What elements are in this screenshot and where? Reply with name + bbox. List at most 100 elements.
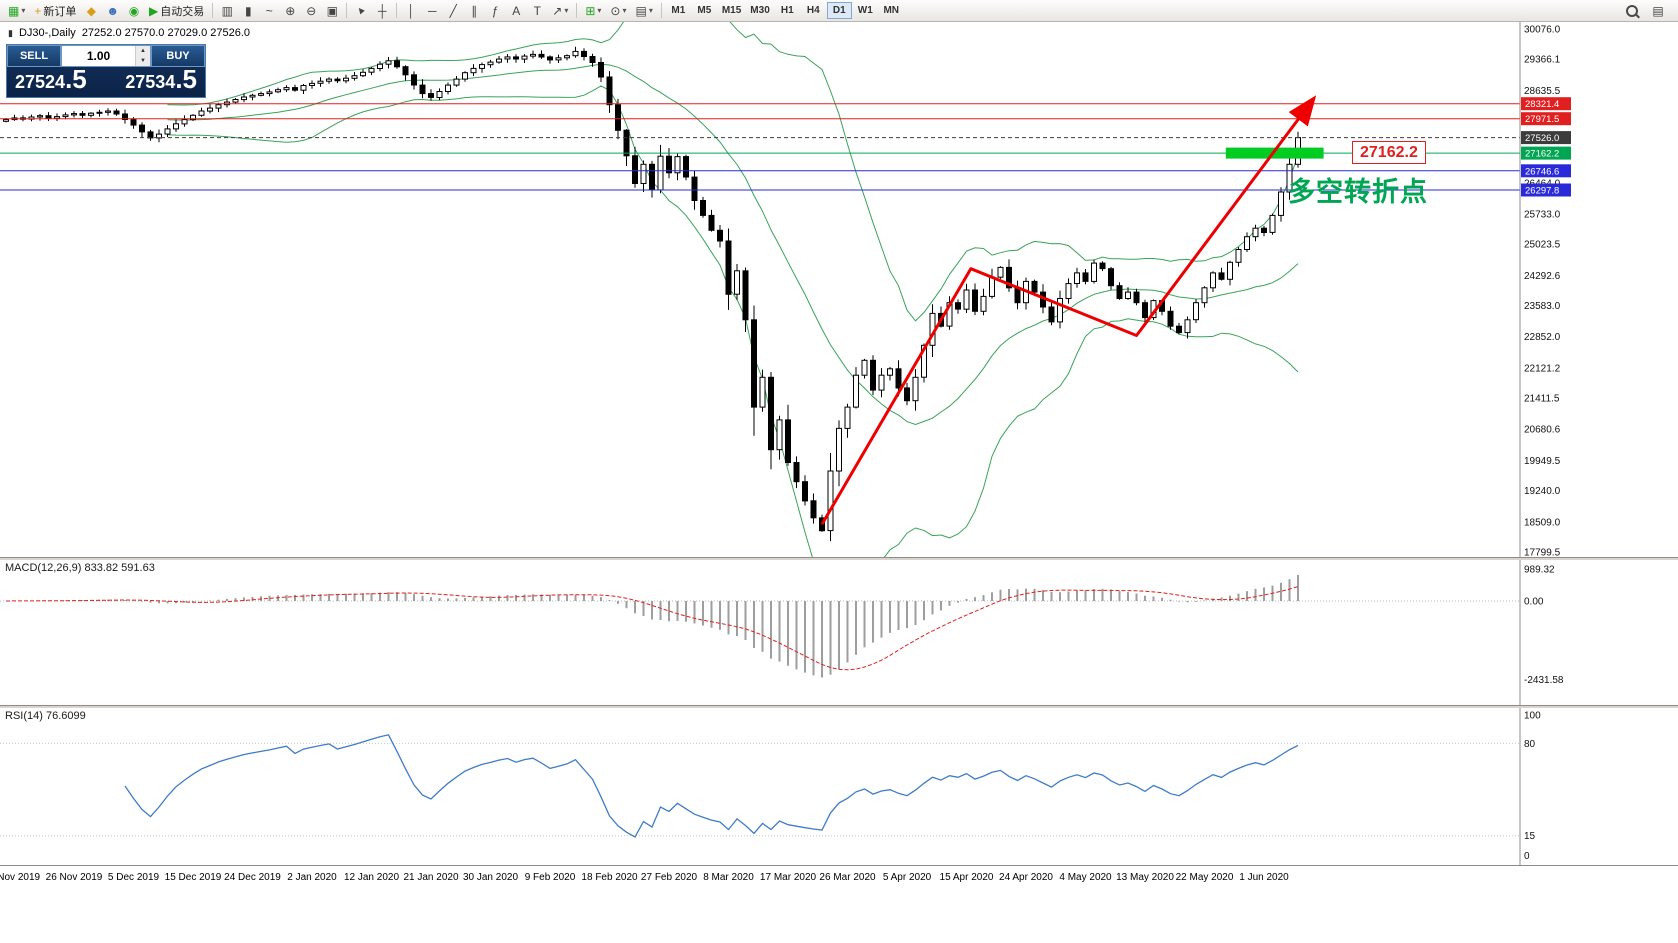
timeframe-m15[interactable]: M15 (718, 2, 745, 19)
tile-windows-icon: ▣ (326, 3, 338, 18)
svg-text:21411.5: 21411.5 (1524, 394, 1560, 405)
symbol-icon: ▮ (8, 27, 13, 38)
indicators-icon: ⊞ (585, 3, 596, 18)
volume-input[interactable] (62, 46, 135, 66)
timeframe-w1[interactable]: W1 (853, 2, 878, 19)
price-axis: 30076.029366.128635.526464.025733.025023… (1519, 22, 1678, 557)
date-label: 1 Jun 2020 (1239, 872, 1289, 883)
date-label: 8 Mar 2020 (703, 872, 754, 883)
periods-button[interactable]: ⊙ ▾ (606, 1, 630, 20)
svg-text:26746.6: 26746.6 (1525, 166, 1559, 177)
line-chart-icon: ~ (265, 3, 273, 18)
date-label: 26 Mar 2020 (819, 872, 876, 883)
date-label: 18 Feb 2020 (581, 872, 638, 883)
fibonacci-button[interactable]: ƒ (485, 1, 505, 20)
panels-icon: ▤ (1652, 3, 1664, 18)
zoom-out-icon: ⊖ (306, 3, 317, 18)
svg-text:19240.0: 19240.0 (1524, 486, 1561, 497)
svg-text:27526.0: 27526.0 (1525, 133, 1559, 144)
trendline-button[interactable]: ╱ (443, 1, 463, 20)
svg-text:27971.5: 27971.5 (1525, 114, 1559, 125)
timeframe-m30[interactable]: M30 (746, 2, 773, 19)
sell-button[interactable]: SELL (7, 45, 61, 67)
svg-text:27162.2: 27162.2 (1525, 149, 1559, 160)
turning-point-note[interactable]: 多空转折点 (1288, 177, 1428, 208)
community-button[interactable]: ☻ (102, 1, 123, 20)
trendline-icon: ╱ (449, 3, 457, 18)
macd-panel[interactable]: 989.32 0.00 -2431.58 (0, 559, 1678, 705)
globe-icon: ◉ (128, 3, 140, 18)
channel-button[interactable]: ∥ (464, 1, 484, 20)
zoom-in-button[interactable]: ⊕ (280, 1, 300, 20)
metaeditor-button[interactable]: ◆ (81, 1, 101, 20)
templates-button[interactable]: ▤ ▾ (631, 1, 656, 20)
autotrading-button[interactable]: ▶ 自动交易 (145, 1, 208, 20)
rsi-header: RSI(14) 76.6099 (5, 710, 86, 722)
date-label: 7 Nov 2019 (0, 872, 41, 883)
horizontal-line-button[interactable]: ─ (422, 1, 442, 20)
chevron-down-icon: ▾ (564, 6, 569, 15)
rsi-panel[interactable]: 100 80 15 0 (0, 707, 1678, 865)
panel-splitter[interactable] (0, 557, 1678, 560)
date-label: 22 May 2020 (1175, 872, 1234, 883)
metaeditor-icon: ◆ (86, 3, 96, 18)
volume-control: ▲ ▼ (61, 45, 151, 67)
volume-down-button[interactable]: ▼ (136, 56, 150, 66)
svg-text:30076.0: 30076.0 (1524, 25, 1561, 36)
date-label: 17 Mar 2020 (759, 872, 817, 883)
date-axis[interactable]: 7 Nov 2019 26 Nov 2019 5 Dec 2019 15 Dec 20… (0, 865, 1678, 892)
svg-text:24292.6: 24292.6 (1524, 271, 1561, 282)
toolbar-separator (396, 3, 398, 18)
panel-splitter[interactable] (0, 705, 1678, 708)
svg-text:0: 0 (1524, 851, 1530, 862)
indicators-button[interactable]: ⊞ ▾ (581, 1, 605, 20)
chevron-down-icon: ▾ (622, 6, 627, 15)
new-order-label: 新订单 (43, 5, 77, 18)
date-label: 15 Dec 2019 (164, 872, 222, 883)
timeframe-h4[interactable]: H4 (801, 2, 826, 19)
new-order-button[interactable]: + 新订单 (30, 1, 80, 20)
date-label: 5 Dec 2019 (107, 872, 160, 883)
person-icon: ☻ (106, 3, 120, 18)
buy-price: 27534.5 (125, 64, 197, 94)
buy-button[interactable]: BUY (151, 45, 205, 67)
cursor-button[interactable]: ▲ (351, 1, 371, 20)
svg-text:28635.5: 28635.5 (1524, 86, 1561, 97)
line-chart-button[interactable]: ~ (259, 1, 279, 20)
price-levels[interactable] (0, 103, 1520, 191)
svg-text:15: 15 (1524, 831, 1536, 842)
timeframe-m5[interactable]: M5 (692, 2, 717, 19)
timeframe-mn[interactable]: MN (879, 2, 904, 19)
text-label-button[interactable]: T (527, 1, 547, 20)
svg-text:22852.0: 22852.0 (1524, 332, 1561, 343)
new-chart-button[interactable]: ▦ ▾ (4, 1, 29, 20)
svg-text:-2431.58: -2431.58 (1524, 675, 1564, 686)
arrows-button[interactable]: ↗ ▾ (548, 1, 572, 20)
volume-up-button[interactable]: ▲ (136, 46, 150, 56)
vertical-line-button[interactable]: │ (401, 1, 421, 20)
timeframe-h1[interactable]: H1 (775, 2, 800, 19)
bar-chart-button[interactable]: ▥ (217, 1, 237, 20)
macd-header: MACD(12,26,9) 833.82 591.63 (5, 562, 155, 574)
mql5-button[interactable]: ◉ (124, 1, 144, 20)
main-chart[interactable]: 30076.029366.128635.526464.025733.025023… (0, 22, 1678, 557)
tile-windows-button[interactable]: ▣ (322, 1, 342, 20)
toolbar-right: ▤ (1622, 1, 1674, 20)
text-icon: A (512, 3, 521, 18)
trend-arrow[interactable] (820, 95, 1317, 526)
svg-text:100: 100 (1524, 711, 1541, 722)
crosshair-button[interactable]: ┼ (372, 1, 392, 20)
trade-prices-row: 27524.5 27534.5 (7, 64, 205, 97)
timeframe-d1[interactable]: D1 (826, 2, 852, 19)
zoom-out-button[interactable]: ⊖ (301, 1, 321, 20)
panels-button[interactable]: ▤ (1648, 1, 1668, 20)
bar-chart-icon: ▥ (221, 3, 233, 18)
text-button[interactable]: A (506, 1, 526, 20)
search-button[interactable] (1622, 1, 1642, 20)
date-label: 13 May 2020 (1116, 872, 1174, 883)
timeframe-m1[interactable]: M1 (666, 2, 691, 19)
autotrading-label: 自动交易 (160, 5, 205, 18)
candle-chart-button[interactable]: ▮ (238, 1, 258, 20)
zone-price-label[interactable]: 27162.2 (1352, 141, 1426, 164)
search-icon (1626, 4, 1638, 17)
